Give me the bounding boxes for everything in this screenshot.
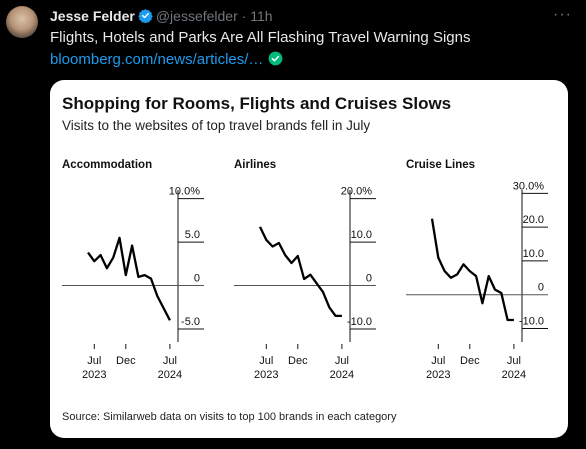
verified-badge-icon (138, 8, 153, 23)
y-tick-label: 10.0 (523, 248, 544, 260)
y-tick-label: 10.0 (351, 229, 372, 241)
y-tick-label: 20.0% (341, 186, 372, 198)
y-tick-label: 5.0 (185, 229, 200, 241)
series-line (258, 226, 342, 318)
y-tick-label: 0 (366, 273, 372, 285)
y-tick-label: -5.0 (181, 316, 200, 328)
panel-title: Cruise Lines (406, 159, 475, 171)
x-tick-label: Jul (431, 355, 445, 367)
x-tick-label: Dec (460, 355, 480, 367)
x-tick-label: Jul (163, 355, 177, 367)
x-tick-label: Jul (87, 355, 101, 367)
x-tick-label: Jul (259, 355, 273, 367)
article-link[interactable]: bloomberg.com/news/articles/… (50, 51, 283, 68)
y-tick-label: -10.0 (347, 316, 372, 328)
y-tick-label: 20.0 (523, 214, 544, 226)
x-tick-year: 2023 (426, 369, 450, 381)
author-name[interactable]: Jesse Felder (50, 8, 135, 24)
chart-subtitle: Visits to the websites of top travel bra… (62, 118, 370, 133)
x-tick-year: 2024 (330, 369, 354, 381)
y-tick-label: 0 (538, 282, 544, 294)
panel-title: Accommodation (62, 159, 152, 171)
series-line (87, 236, 171, 321)
x-tick-label: Dec (288, 355, 308, 367)
tweet-header: Jesse Felder @jessefelder · 11h (50, 8, 273, 24)
y-tick-label: -10.0 (519, 315, 544, 327)
x-tick-year: 2024 (502, 369, 526, 381)
chart-panel-1: Accommodation 10.0% 5.0 0 -5.0 Jul 2023 Dec Jul 2… (62, 159, 204, 381)
y-tick-label: 0 (194, 273, 200, 285)
x-tick-label: Jul (507, 355, 521, 367)
chart-source: Source: Similarweb data on visits to top… (62, 411, 397, 423)
tweet-timestamp[interactable]: 11h (250, 8, 273, 24)
y-tick-label: 30.0% (513, 180, 544, 192)
article-link-text[interactable]: bloomberg.com/news/articles/… (50, 51, 264, 68)
x-tick-year: 2023 (82, 369, 106, 381)
chart-panel-2: Airlines 20.0% 10.0 0 -10.0 Jul 2023 Dec Jul 2024 (234, 159, 376, 381)
check-circle-icon (269, 51, 283, 66)
chart-title: Shopping for Rooms, Flights and Cruises … (62, 94, 451, 113)
x-tick-label: Dec (116, 355, 136, 367)
chart-panel-3: Cruise Lines 30.0% 20.0 10.0 0 -10.0 Jul 2023 De… (406, 159, 548, 381)
more-dots-icon[interactable]: ··· (553, 6, 572, 23)
author-avatar[interactable] (6, 6, 38, 38)
chart-figure: Shopping for Rooms, Flights and Cruises … (62, 94, 548, 423)
series-line (430, 218, 514, 322)
panel-title: Airlines (234, 159, 276, 171)
y-tick-label: 10.0% (169, 186, 200, 198)
chart-panels: Accommodation 10.0% 5.0 0 -5.0 Jul 2023 Dec Jul 2… (62, 159, 548, 381)
x-tick-label: Jul (335, 355, 349, 367)
author-handle[interactable]: @jessefelder (155, 8, 238, 24)
chart-card[interactable]: Shopping for Rooms, Flights and Cruises … (50, 80, 568, 438)
header-separator: · (241, 8, 247, 24)
x-tick-year: 2023 (254, 369, 278, 381)
tweet-text: Flights, Hotels and Parks Are All Flashi… (50, 29, 471, 46)
x-tick-year: 2024 (158, 369, 182, 381)
